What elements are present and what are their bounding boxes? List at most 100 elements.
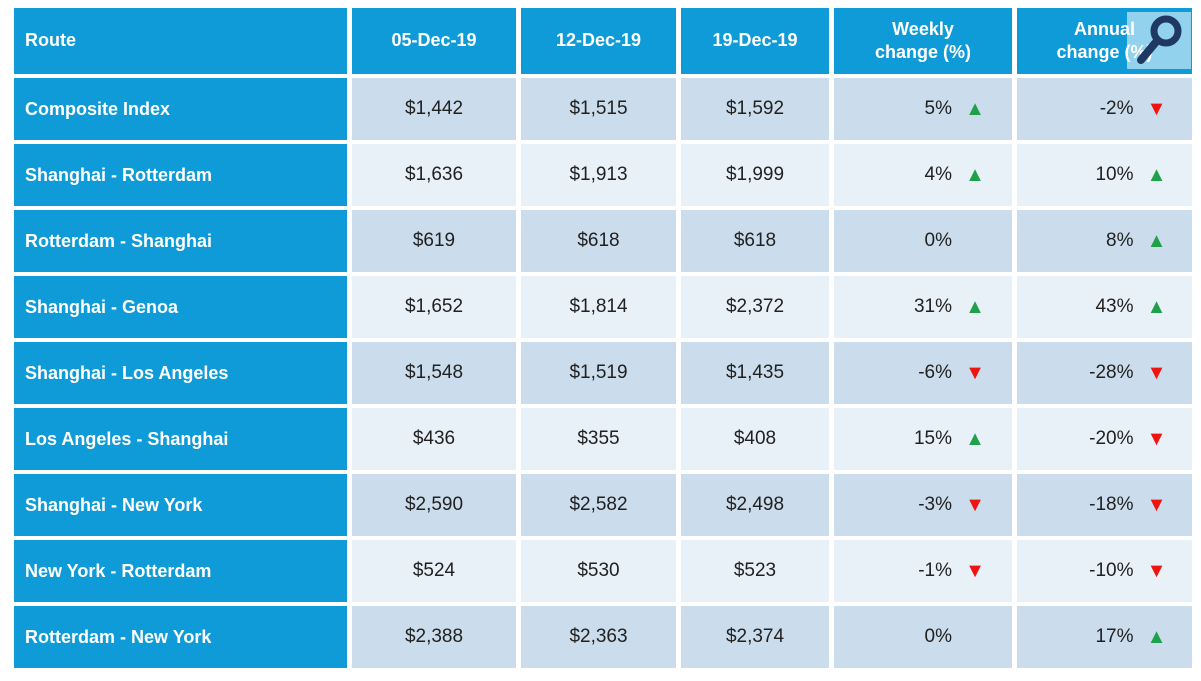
annual-change-cell: -18% ▼ [1017,474,1192,536]
route-cell: Rotterdam - New York [14,606,347,668]
rate-cell: $2,498 [681,474,829,536]
trend-up-icon: ▲ [1146,164,1167,186]
table-row-shanghai-new-york: Shanghai - New York $2,590 $2,582 $2,498… [14,474,1192,536]
annual-change-value: 43% [1095,296,1134,317]
trend-up-icon: ▲ [1146,296,1167,318]
column-header-weekly-change: Weekly change (%) [834,8,1012,74]
route-cell: Los Angeles - Shanghai [14,408,347,470]
route-cell: Shanghai - Los Angeles [14,342,347,404]
table-row-shanghai-los-angeles: Shanghai - Los Angeles $1,548 $1,519 $1,… [14,342,1192,404]
rate-cell: $2,363 [521,606,676,668]
weekly-change-cell: -6% ▼ [834,342,1012,404]
annual-change-cell: -20% ▼ [1017,408,1192,470]
rate-cell: $2,372 [681,276,829,338]
annual-change-value: -28% [1089,362,1134,383]
annual-change-value: 17% [1095,626,1134,647]
trend-up-icon: ▲ [965,296,985,318]
rate-cell: $1,515 [521,78,676,140]
trend-up-icon: ▲ [965,164,985,186]
column-header-date-3: 19-Dec-19 [681,8,829,74]
rate-cell: $524 [352,540,516,602]
route-cell: New York - Rotterdam [14,540,347,602]
rate-cell: $1,435 [681,342,829,404]
rate-cell: $530 [521,540,676,602]
table-row-shanghai-genoa: Shanghai - Genoa $1,652 $1,814 $2,372 31… [14,276,1192,338]
table-row-rotterdam-shanghai: Rotterdam - Shanghai $619 $618 $618 0%▲ … [14,210,1192,272]
rate-cell: $1,636 [352,144,516,206]
rate-cell: $2,374 [681,606,829,668]
annual-change-value: -18% [1089,494,1134,515]
table-row-composite-index: Composite Index $1,442 $1,515 $1,592 5% ▲… [14,78,1192,140]
annual-change-value: 8% [1106,230,1134,251]
weekly-change-cell: -1% ▼ [834,540,1012,602]
rate-cell: $2,582 [521,474,676,536]
rate-cell: $408 [681,408,829,470]
route-cell: Composite Index [14,78,347,140]
weekly-change-value: 31% [913,296,952,317]
weekly-change-cell: 15% ▲ [834,408,1012,470]
rate-cell: $1,814 [521,276,676,338]
rate-cell: $1,519 [521,342,676,404]
rate-cell: $1,913 [521,144,676,206]
weekly-change-cell: 0%▲ [834,606,1012,668]
search-icon[interactable] [1130,14,1188,68]
header-row: Route 05-Dec-19 12-Dec-19 19-Dec-19 Week… [14,8,1192,74]
trend-down-icon: ▼ [965,494,985,516]
trend-down-icon: ▼ [1146,494,1167,516]
table-row-shanghai-rotterdam: Shanghai - Rotterdam $1,636 $1,913 $1,99… [14,144,1192,206]
rate-cell: $618 [681,210,829,272]
route-cell: Shanghai - New York [14,474,347,536]
weekly-change-value: 15% [913,428,952,449]
rate-cell: $355 [521,408,676,470]
trend-up-icon: ▲ [1146,626,1167,648]
magnifier-overlay[interactable] [1127,12,1191,69]
weekly-change-value: 4% [924,164,952,185]
rate-cell: $1,592 [681,78,829,140]
column-header-date-2: 12-Dec-19 [521,8,676,74]
annual-change-value: 10% [1095,164,1134,185]
rate-cell: $1,999 [681,144,829,206]
route-cell: Shanghai - Rotterdam [14,144,347,206]
weekly-change-value: 5% [924,98,952,119]
trend-down-icon: ▼ [1146,560,1167,582]
weekly-change-value: -3% [918,494,952,515]
rate-cell: $436 [352,408,516,470]
rate-cell: $619 [352,210,516,272]
trend-down-icon: ▼ [965,362,985,384]
trend-up-icon: ▲ [1146,230,1167,252]
weekly-change-value: -1% [918,560,952,581]
annual-change-value: -20% [1089,428,1134,449]
route-cell: Rotterdam - Shanghai [14,210,347,272]
trend-down-icon: ▼ [1146,98,1167,120]
freight-rates-table: Route 05-Dec-19 12-Dec-19 19-Dec-19 Week… [9,4,1197,672]
annual-change-value: -2% [1099,98,1134,119]
column-header-route: Route [14,8,347,74]
annual-change-cell: 17% ▲ [1017,606,1192,668]
trend-down-icon: ▼ [1146,362,1167,384]
trend-down-icon: ▼ [965,560,985,582]
trend-down-icon: ▼ [1146,428,1167,450]
table-row-los-angeles-shanghai: Los Angeles - Shanghai $436 $355 $408 15… [14,408,1192,470]
weekly-change-cell: 4% ▲ [834,144,1012,206]
weekly-change-value: 0% [924,626,952,647]
weekly-change-cell: 0%▲ [834,210,1012,272]
table-body: Composite Index $1,442 $1,515 $1,592 5% ▲… [14,78,1192,668]
annual-change-cell: 10% ▲ [1017,144,1192,206]
annual-change-cell: 8% ▲ [1017,210,1192,272]
rate-cell: $1,442 [352,78,516,140]
weekly-change-cell: 5% ▲ [834,78,1012,140]
rate-cell: $2,590 [352,474,516,536]
annual-change-cell: -10% ▼ [1017,540,1192,602]
weekly-change-value: -6% [918,362,952,383]
route-cell: Shanghai - Genoa [14,276,347,338]
rate-cell: $523 [681,540,829,602]
trend-up-icon: ▲ [965,98,985,120]
weekly-change-cell: 31% ▲ [834,276,1012,338]
table-row-new-york-rotterdam: New York - Rotterdam $524 $530 $523 -1% ▼… [14,540,1192,602]
rate-cell: $618 [521,210,676,272]
weekly-change-value: 0% [924,230,952,251]
annual-change-cell: 43% ▲ [1017,276,1192,338]
table-row-rotterdam-new-york: Rotterdam - New York $2,388 $2,363 $2,37… [14,606,1192,668]
annual-change-cell: -2% ▼ [1017,78,1192,140]
trend-up-icon: ▲ [965,428,985,450]
